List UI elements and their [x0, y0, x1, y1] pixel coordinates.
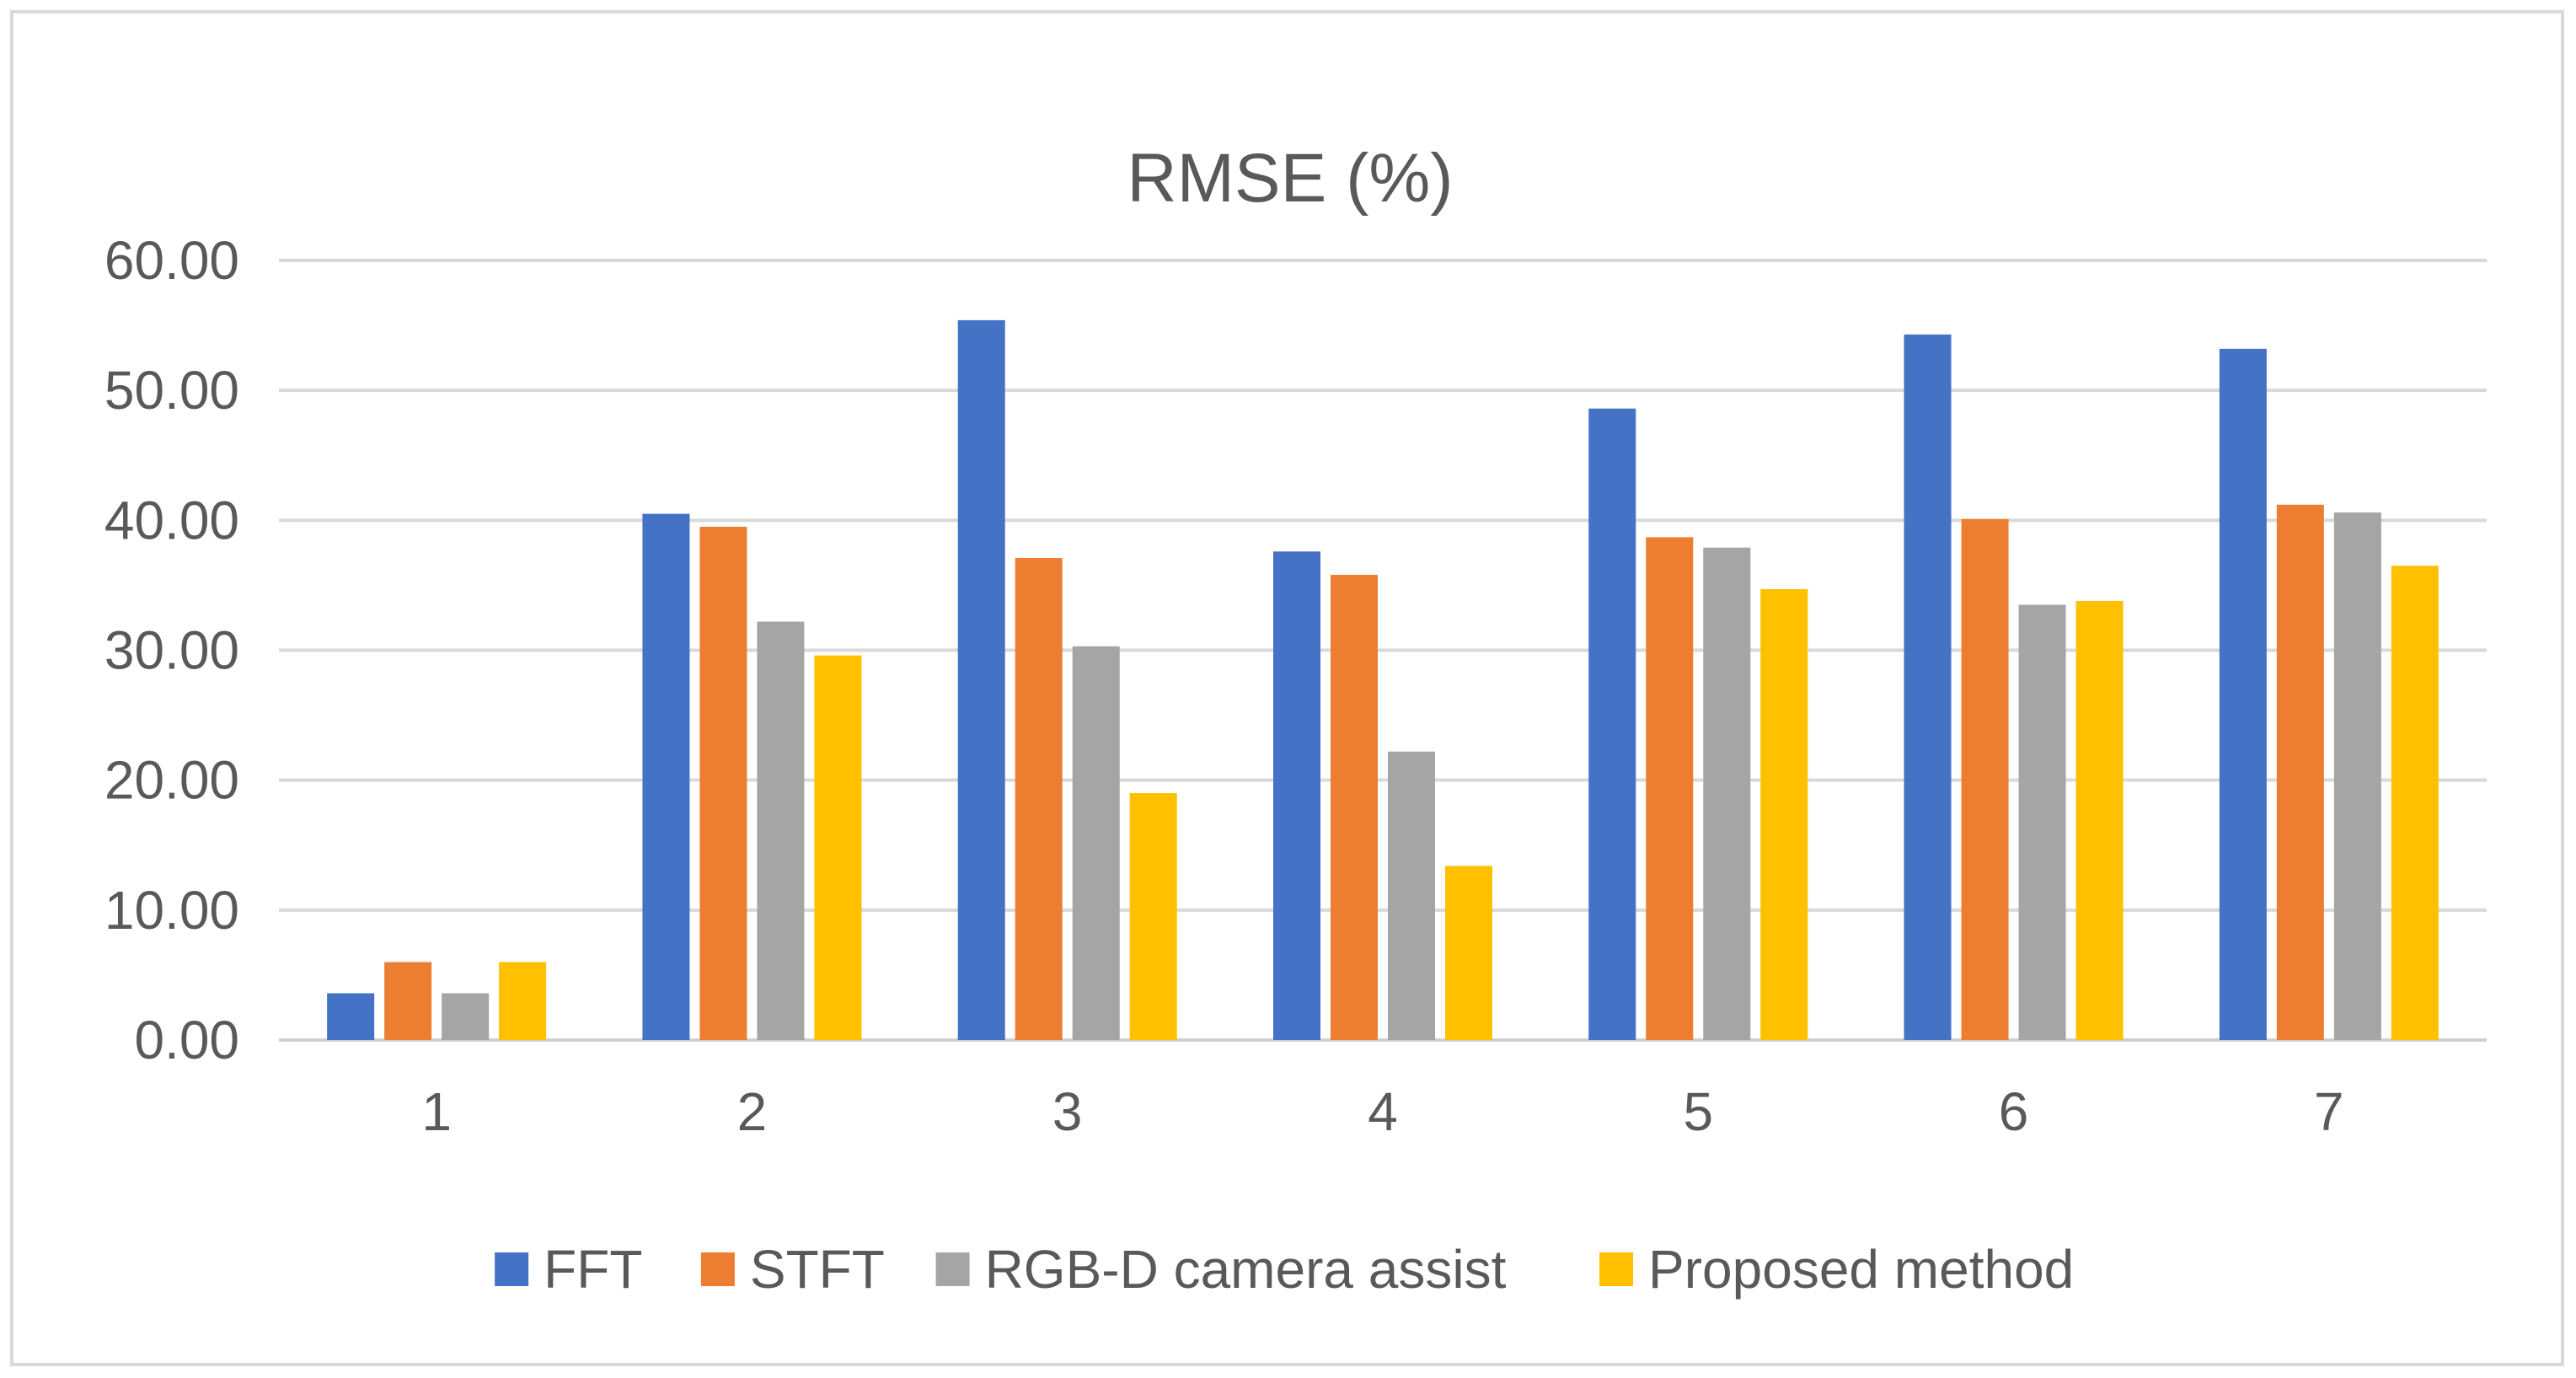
- bar-stft-7: [2276, 504, 2324, 1040]
- x-tick-label: 1: [421, 1081, 452, 1142]
- legend-swatch: [1599, 1252, 1634, 1286]
- bar-fft-3: [957, 319, 1005, 1041]
- x-tick-label: 2: [737, 1081, 768, 1142]
- bar-proposed-method-4: [1445, 866, 1492, 1040]
- y-axis-ticks: 0.00 10.00 20.00 30.00 40.00 50.00 60.00: [104, 230, 239, 1070]
- legend: FFT STFT RGB-D camera assist Proposed metho…: [495, 1239, 2074, 1300]
- legend-label: FFT: [544, 1239, 642, 1300]
- y-tick-label: 50.00: [104, 360, 239, 421]
- bar-fft-6: [1904, 334, 1952, 1040]
- legend-swatch: [700, 1252, 735, 1286]
- bar-rgb-d-camera-assist-2: [757, 621, 805, 1040]
- bar-chart: RMSE (%) 0.0010.0020.0030.0040.0050.0060…: [104, 140, 2487, 1300]
- legend-label: STFT: [750, 1239, 885, 1300]
- bar-rgb-d-camera-assist-7: [2333, 512, 2381, 1040]
- bar-proposed-method-2: [814, 655, 862, 1040]
- bar-stft-5: [1646, 537, 1694, 1040]
- legend-label: RGB-D camera assist: [985, 1239, 1507, 1300]
- bar-proposed-method-1: [499, 962, 547, 1040]
- x-tick-label: 7: [2314, 1081, 2344, 1142]
- legend-swatch: [495, 1252, 529, 1286]
- legend-item-rgb-d-camera-assist: RGB-D camera assist: [935, 1239, 1507, 1300]
- y-tick-label: 30.00: [104, 620, 239, 681]
- y-tick-label: 40.00: [104, 490, 239, 550]
- bar-proposed-method-3: [1129, 793, 1177, 1040]
- bar-proposed-method-7: [2391, 566, 2439, 1040]
- legend-swatch: [935, 1252, 970, 1286]
- x-tick-label: 6: [1999, 1081, 2029, 1142]
- bar-stft-4: [1331, 575, 1378, 1040]
- bar-fft-4: [1273, 551, 1320, 1040]
- bar-rgb-d-camera-assist-3: [1072, 646, 1120, 1040]
- y-tick-label: 20.00: [104, 750, 239, 811]
- y-tick-label: 10.00: [104, 880, 239, 941]
- bar-fft-7: [2219, 348, 2267, 1040]
- bar-fft-2: [642, 513, 690, 1040]
- legend-item-proposed-method: Proposed method: [1599, 1239, 2074, 1300]
- bar-proposed-method-5: [1760, 589, 1808, 1040]
- x-axis-ticks: 1 2 3 4 5 6 7: [421, 1081, 2343, 1142]
- x-tick-label: 3: [1052, 1081, 1083, 1142]
- bar-fft-5: [1588, 408, 1636, 1040]
- chart-title: RMSE (%): [1127, 140, 1453, 217]
- legend-item-stft: STFT: [700, 1239, 885, 1300]
- legend-label: Proposed method: [1648, 1239, 2074, 1300]
- bar-stft-1: [384, 962, 432, 1040]
- chart-frame: RMSE (%) 0.00 10.00 20.00 30.00 40.00 50.00 60…: [10, 10, 2564, 1366]
- bar-rgb-d-camera-assist-5: [1703, 547, 1751, 1040]
- x-tick-label: 4: [1368, 1081, 1398, 1142]
- bar-rgb-d-camera-assist-1: [442, 993, 490, 1040]
- bar-fft-1: [327, 993, 375, 1040]
- legend-item-fft: FFT: [495, 1239, 642, 1300]
- bar-stft-2: [699, 527, 747, 1040]
- bar-stft-3: [1015, 558, 1063, 1040]
- gridlines: [279, 259, 2487, 1042]
- x-tick-label: 5: [1683, 1081, 1713, 1142]
- bar-rgb-d-camera-assist-6: [2018, 604, 2066, 1040]
- y-tick-label: 60.00: [104, 230, 239, 291]
- bar-stft-6: [1961, 518, 2009, 1040]
- bars: [327, 319, 2439, 1041]
- bar-proposed-method-6: [2075, 600, 2123, 1040]
- y-tick-label: 0.00: [134, 1010, 239, 1070]
- bar-rgb-d-camera-assist-4: [1388, 751, 1435, 1040]
